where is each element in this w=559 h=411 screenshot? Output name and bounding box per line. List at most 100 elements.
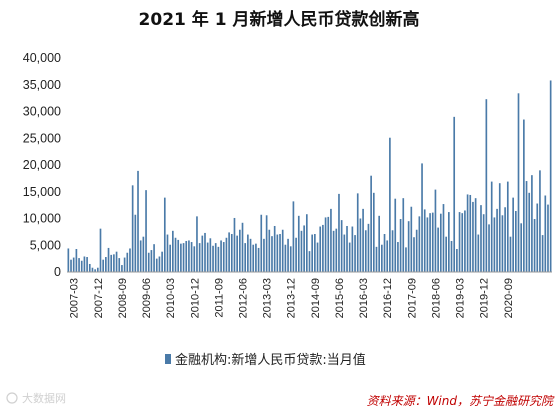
y-tick-label: 25,000 [23,131,61,145]
bar [335,228,338,272]
bar [113,254,115,272]
bar [273,225,276,272]
bar [372,192,375,272]
bar [456,249,458,272]
bar [429,213,431,272]
bar [206,242,209,272]
bar [126,252,129,272]
x-tick-label: 2016-12 [382,278,394,318]
bar [249,238,252,272]
bar [515,211,517,272]
x-tick-label: 2010-03 [165,278,177,318]
bar [472,201,474,272]
x-tick-label: 2011-09 [213,278,225,318]
bar [517,93,520,272]
bar [139,240,142,272]
bar [233,217,236,272]
bar [134,214,137,272]
bar [88,263,91,272]
bar [332,230,335,272]
bar [222,242,225,272]
y-tick-label: 20,000 [23,158,61,172]
bar [193,246,196,272]
bar [324,217,327,272]
bar [279,234,281,272]
bar [172,230,174,272]
bar [107,247,110,272]
bar [533,219,536,272]
bar [383,234,386,272]
bar [220,240,222,272]
bar [263,238,265,272]
watermark-logo-icon [6,392,18,404]
bar [346,225,348,272]
bar [255,243,257,272]
bar [75,249,78,272]
bar [378,215,380,272]
bar [453,116,456,272]
bar [531,175,533,272]
bar [311,234,314,272]
bar [541,235,544,272]
bar [287,238,289,272]
x-tick-label: 2007-12 [93,278,105,318]
bar [161,251,163,272]
bar [303,225,305,272]
bar [268,229,271,272]
bar [458,212,461,272]
bar [448,212,450,272]
bar [370,175,372,272]
bar [284,244,287,272]
x-tick-label: 2017-09 [406,278,418,318]
x-tick-label: 2018-06 [430,278,442,318]
watermark: 大数据网 [6,391,66,405]
bar [389,137,391,272]
bar [260,214,263,272]
x-tick-label: 2010-12 [189,278,201,318]
bar [340,220,343,272]
bar [67,248,70,272]
bar [364,230,367,272]
bar [70,259,72,272]
bar [434,189,437,272]
bar [247,234,249,272]
bar [308,251,311,272]
x-axis: 2007-03 2007-12 2008-09 2009-06 2010-03 2010-… [69,278,515,318]
x-tick-label: 2012-06 [238,278,250,318]
bar [292,201,295,272]
bar [437,227,439,272]
bar [327,216,330,272]
bar [498,183,501,272]
bar [402,198,405,272]
bar [356,193,359,272]
bar [129,248,131,272]
bar [300,230,303,272]
bar [230,234,233,272]
bar [338,193,340,272]
bar [188,240,190,272]
bar [228,232,230,272]
bar [493,217,496,272]
bar [145,190,147,272]
y-tick-label: 35,000 [23,78,61,92]
x-tick-label: 2019-12 [479,278,491,318]
bar [174,237,177,272]
bar [539,170,541,272]
bar [297,215,300,272]
bar [153,244,155,272]
bar [252,244,255,272]
bar [198,243,201,272]
bar [485,99,488,272]
bar-series [67,80,552,273]
bar [512,197,514,272]
bar [131,185,134,272]
y-tick-label: 15,000 [23,185,61,199]
source-note: 资料来源：Wind，苏宁金融研究院 [367,394,555,408]
bar [147,252,150,272]
legend-label: 金融机构:新增人民币贷款:当月值 [175,352,366,368]
bar [217,246,220,272]
x-tick-label: 2013-03 [262,278,274,318]
bar [399,219,402,272]
bar [319,226,322,272]
bar [442,204,445,272]
